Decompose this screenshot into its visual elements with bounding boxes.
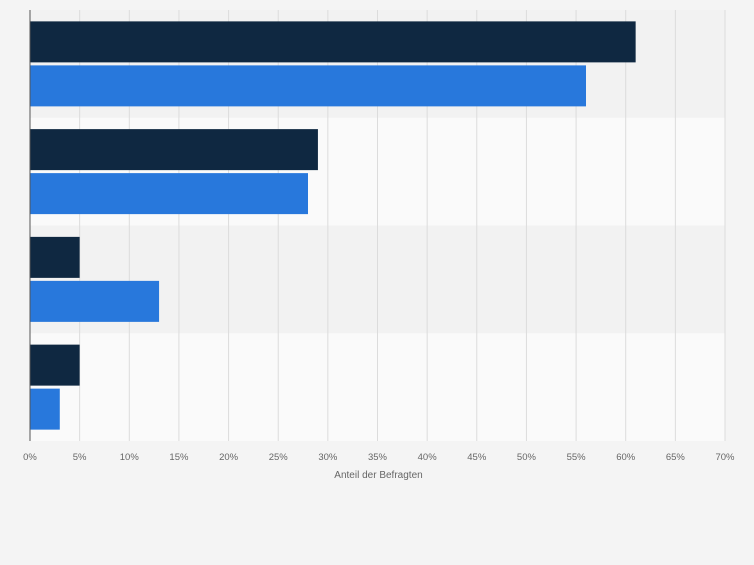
bar-series-2-cat-3 — [30, 280, 160, 322]
x-tick-labels: 0% 5% 10% 15% 20% 25% 30% 35% 40% 45% 50% 55% 60% 65%… — [23, 452, 735, 463]
bar-series-1-cat-3 — [30, 236, 80, 278]
bar-series-2-cat-2 — [30, 173, 308, 215]
x-axis-label: Anteil der Befragten — [334, 470, 422, 481]
x-tick-label: 50% — [517, 452, 537, 463]
gridlines — [79, 10, 726, 441]
x-tick-label: 70% — [715, 452, 735, 463]
x-tick-label: 15% — [169, 452, 189, 463]
x-tick-label: 10% — [120, 452, 140, 463]
bars — [30, 21, 636, 430]
x-tick-label: 5% — [73, 452, 87, 463]
bar-series-2-cat-4 — [30, 388, 60, 430]
x-tick-label: 30% — [318, 452, 338, 463]
x-tick-label: 0% — [23, 452, 37, 463]
x-tick-label: 65% — [666, 452, 686, 463]
x-tick-label: 45% — [467, 452, 487, 463]
x-tick-label: 60% — [616, 452, 636, 463]
x-tick-label: 20% — [219, 452, 239, 463]
x-tick-label: 35% — [368, 452, 388, 463]
bar-series-2-cat-1 — [30, 65, 586, 107]
x-tick-label: 55% — [567, 452, 587, 463]
bar-series-1-cat-1 — [30, 21, 636, 63]
x-tick-label: 40% — [418, 452, 438, 463]
x-tick-label: 25% — [269, 452, 289, 463]
bar-series-1-cat-4 — [30, 344, 80, 386]
bar-series-1-cat-2 — [30, 129, 318, 171]
